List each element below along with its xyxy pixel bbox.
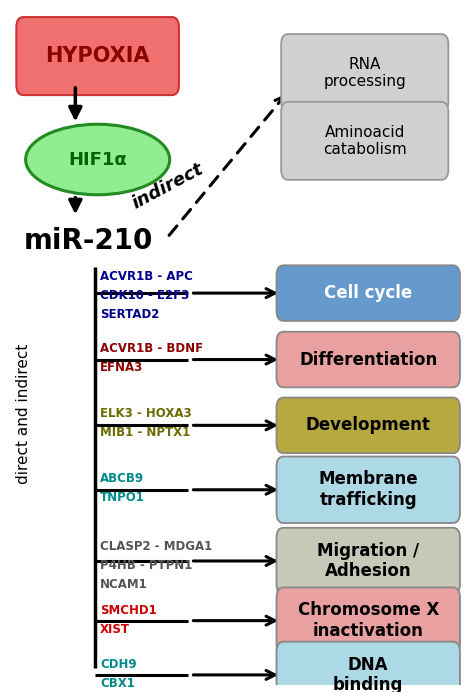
Text: ACVR1B - APC: ACVR1B - APC xyxy=(100,271,193,283)
Text: CDK10 - E2F3: CDK10 - E2F3 xyxy=(100,289,189,302)
Text: MIB1 - NPTX1: MIB1 - NPTX1 xyxy=(100,426,190,439)
FancyBboxPatch shape xyxy=(281,102,448,180)
FancyBboxPatch shape xyxy=(276,397,460,453)
FancyBboxPatch shape xyxy=(276,641,460,692)
Text: Migration /
Adhesion: Migration / Adhesion xyxy=(317,542,419,581)
FancyBboxPatch shape xyxy=(276,528,460,594)
FancyBboxPatch shape xyxy=(281,34,448,112)
FancyBboxPatch shape xyxy=(276,331,460,388)
Text: EFNA3: EFNA3 xyxy=(100,361,143,374)
Text: P4HB - PTPN1: P4HB - PTPN1 xyxy=(100,558,192,572)
Text: Membrane
trafficking: Membrane trafficking xyxy=(319,471,418,509)
Text: SMCHD1: SMCHD1 xyxy=(100,604,157,617)
Text: NCAM1: NCAM1 xyxy=(100,578,148,590)
Text: TNPO1: TNPO1 xyxy=(100,491,145,504)
Text: Cell cycle: Cell cycle xyxy=(324,284,412,302)
Text: ELK3 - HOXA3: ELK3 - HOXA3 xyxy=(100,408,191,420)
Ellipse shape xyxy=(26,125,170,194)
Text: CLASP2 - MDGA1: CLASP2 - MDGA1 xyxy=(100,540,212,552)
Text: Aminoacid
catabolism: Aminoacid catabolism xyxy=(323,125,407,157)
Text: SERTAD2: SERTAD2 xyxy=(100,309,159,321)
Text: HYPOXIA: HYPOXIA xyxy=(46,46,150,66)
FancyBboxPatch shape xyxy=(276,588,460,654)
FancyBboxPatch shape xyxy=(276,265,460,321)
Text: ACVR1B - BDNF: ACVR1B - BDNF xyxy=(100,342,203,354)
Text: Chromosome X
inactivation: Chromosome X inactivation xyxy=(298,601,439,640)
Text: ABCB9: ABCB9 xyxy=(100,472,144,484)
Text: Differentiation: Differentiation xyxy=(299,351,438,369)
FancyBboxPatch shape xyxy=(16,17,179,95)
Text: indirect: indirect xyxy=(128,161,206,213)
Text: XIST: XIST xyxy=(100,623,130,636)
Text: CDH9: CDH9 xyxy=(100,658,137,671)
Text: CBX1: CBX1 xyxy=(100,677,135,690)
FancyBboxPatch shape xyxy=(276,457,460,523)
Text: RNA
processing: RNA processing xyxy=(323,57,406,89)
Text: miR-210: miR-210 xyxy=(23,227,153,255)
Text: direct and indirect: direct and indirect xyxy=(16,344,31,484)
Text: DNA
binding: DNA binding xyxy=(333,655,403,692)
Text: HIF1α: HIF1α xyxy=(68,150,127,169)
Text: Development: Development xyxy=(306,417,431,435)
